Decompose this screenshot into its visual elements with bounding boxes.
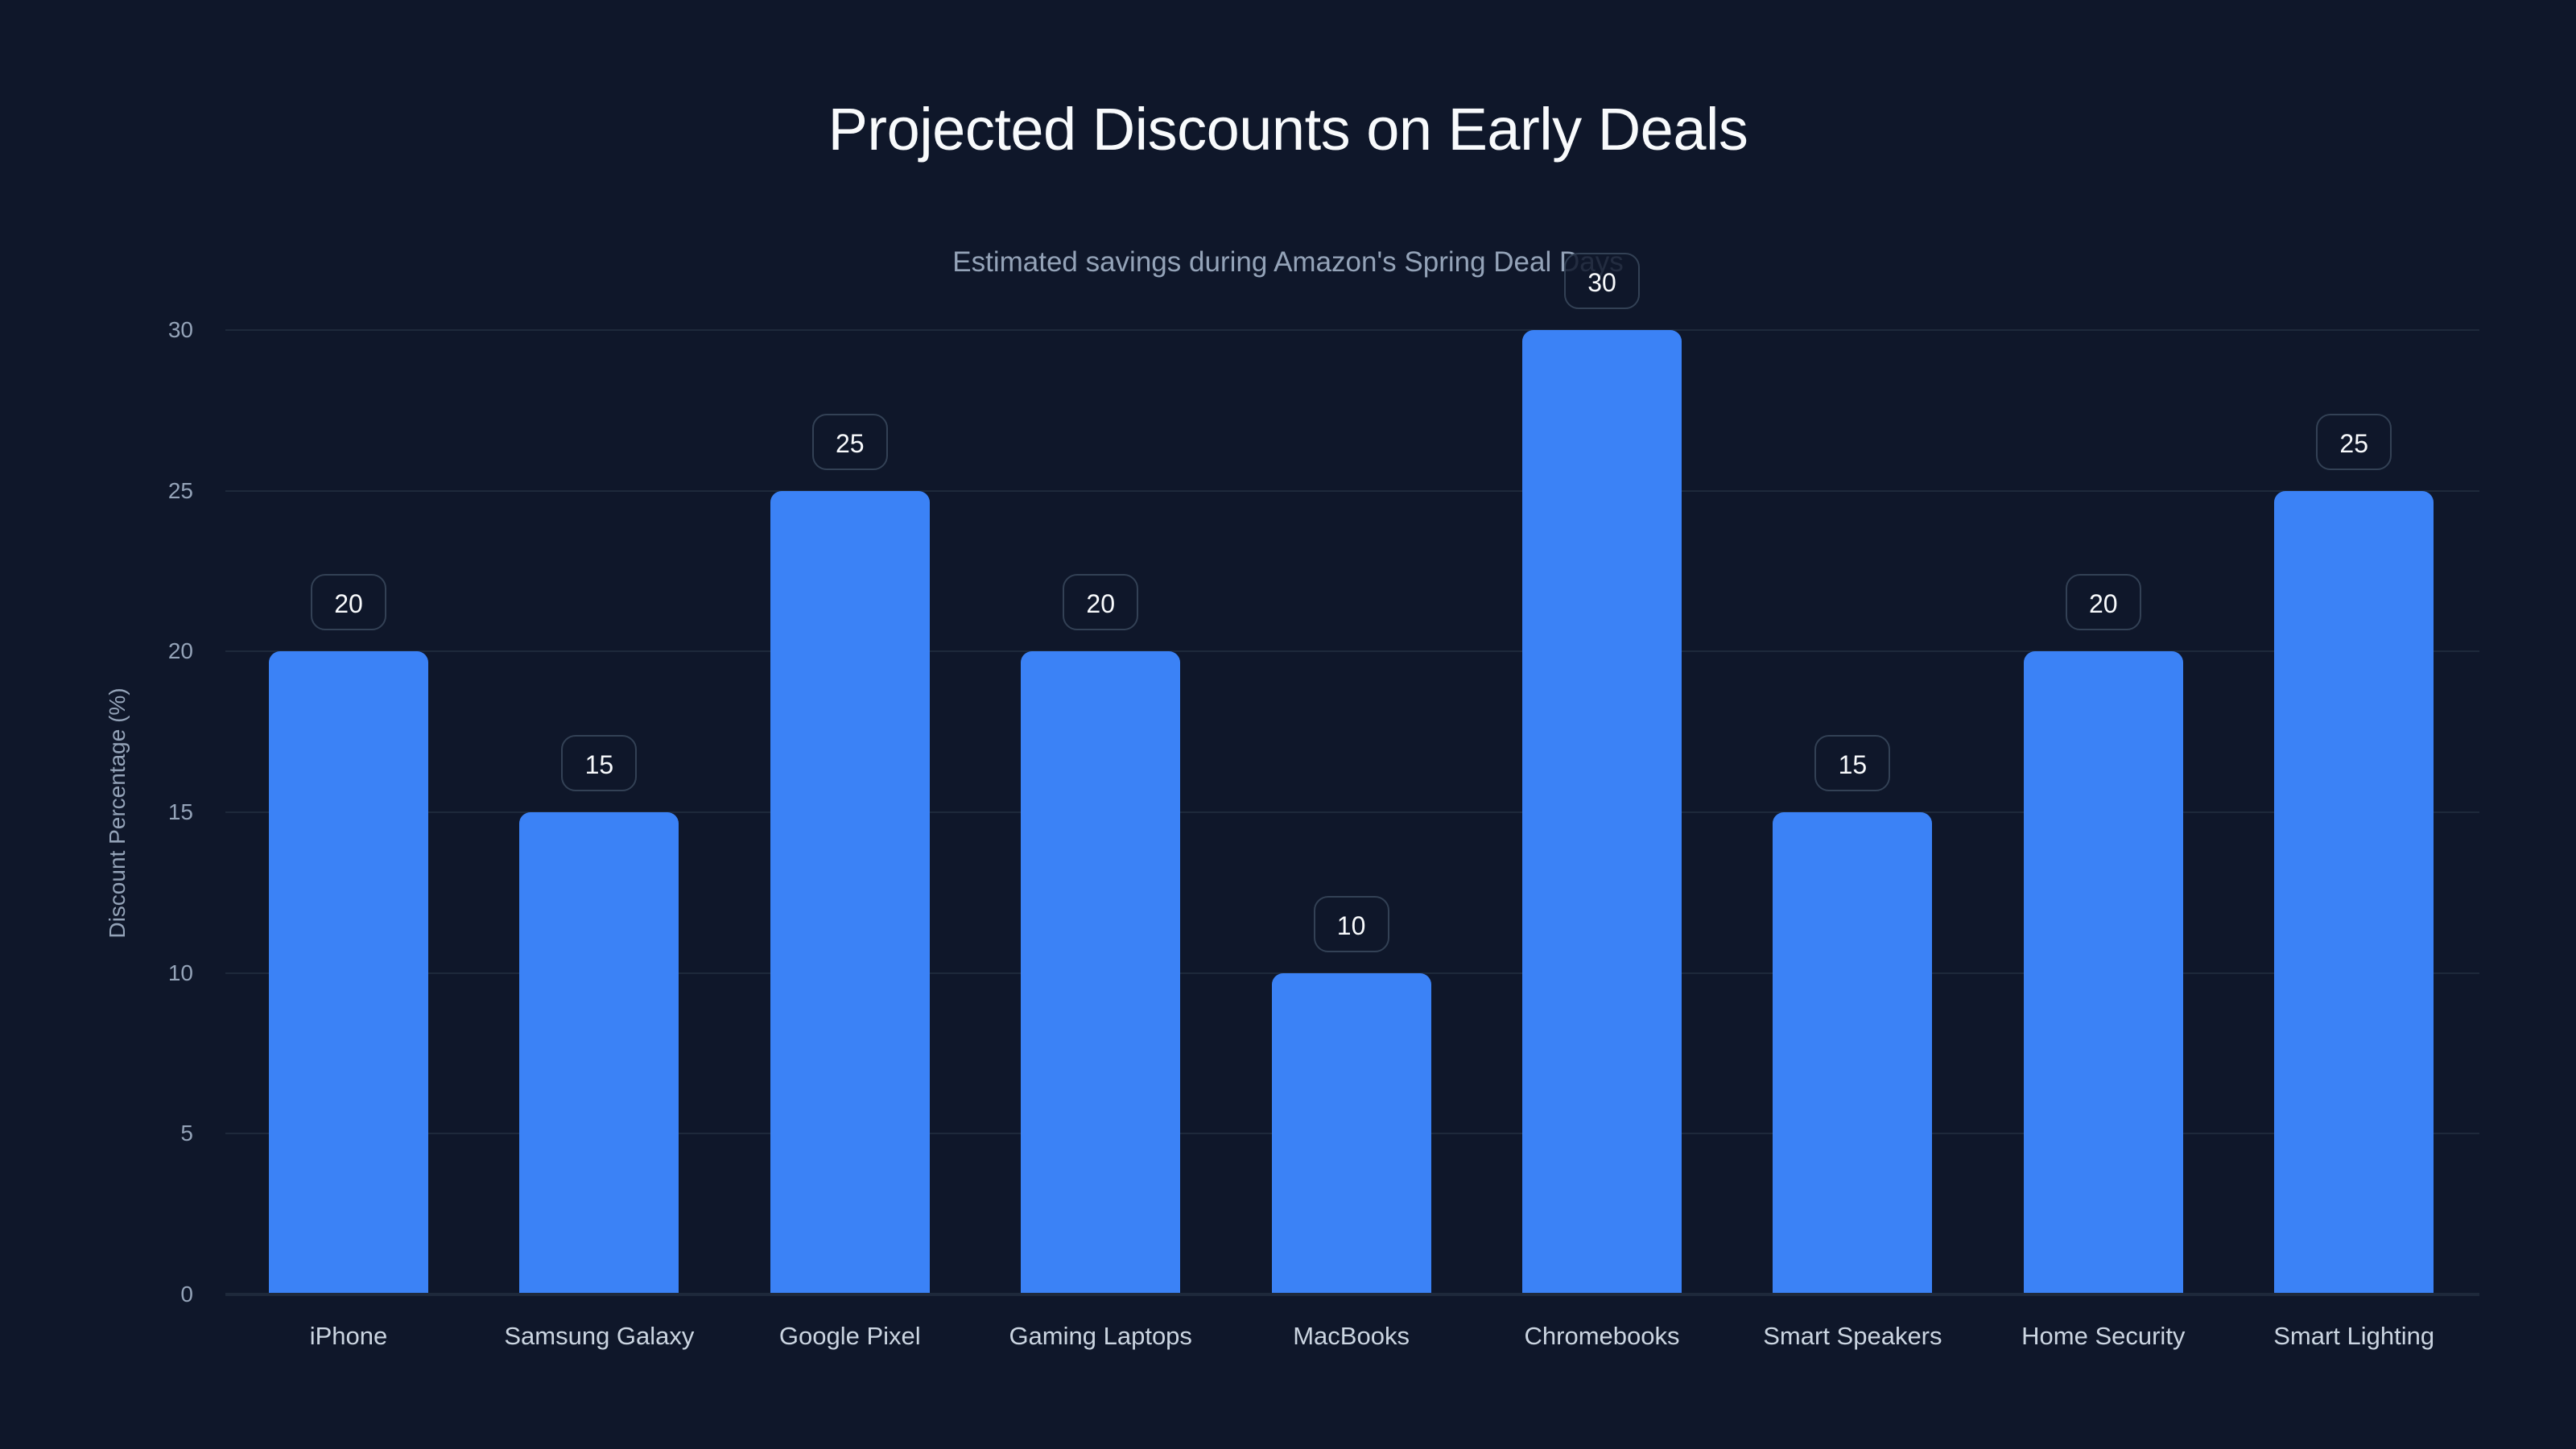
x-tick-label: MacBooks (1293, 1322, 1410, 1350)
x-tick-label: Chromebooks (1524, 1322, 1680, 1350)
gridline (225, 489, 2479, 492)
x-axis-baseline (225, 1293, 2479, 1296)
value-label: 25 (811, 413, 888, 470)
y-tick-label: 10 (167, 960, 193, 985)
x-tick-label: Smart Speakers (1763, 1322, 1942, 1350)
value-label: 20 (311, 574, 386, 631)
bar[interactable] (2023, 651, 2183, 1294)
y-axis-label: Discount Percentage (%) (105, 687, 130, 939)
chart-subtitle: Estimated savings during Amazon's Spring… (952, 246, 1624, 278)
x-tick-label: Home Security (2021, 1322, 2186, 1350)
x-tick-label: Google Pixel (778, 1322, 921, 1350)
value-label: 25 (2316, 413, 2392, 470)
value-label: 15 (1814, 735, 1891, 791)
y-tick-label: 5 (180, 1121, 193, 1146)
bar[interactable] (1773, 812, 1933, 1294)
gridline (225, 972, 2479, 974)
gridline (225, 650, 2479, 653)
value-label: 15 (561, 735, 638, 791)
y-tick-label: 15 (167, 799, 193, 824)
bar[interactable] (1021, 651, 1181, 1294)
value-label: 20 (2065, 574, 2141, 631)
plot-area: 20 15 25 20 10 30 15 20 25 (225, 253, 2479, 1295)
bar[interactable] (269, 651, 428, 1294)
y-tick-label: 20 (167, 638, 193, 664)
gridline (225, 329, 2479, 331)
bar[interactable] (2274, 490, 2434, 1294)
bar[interactable] (770, 490, 930, 1294)
bar[interactable] (519, 812, 679, 1294)
x-tick-label: iPhone (309, 1322, 388, 1350)
value-label: 20 (1063, 574, 1139, 631)
x-tick-label: Samsung Galaxy (504, 1322, 695, 1350)
x-tick-label: Gaming Laptops (1009, 1322, 1192, 1350)
bar[interactable] (1271, 972, 1431, 1294)
x-tick-label: Smart Lighting (2273, 1322, 2435, 1350)
value-label: 30 (1564, 253, 1640, 309)
value-label: 10 (1313, 895, 1389, 952)
chart-title: Projected Discounts on Early Deals (828, 96, 1748, 163)
y-tick-label: 30 (167, 317, 193, 342)
y-tick-label: 25 (167, 477, 193, 503)
bar[interactable] (1522, 330, 1682, 1294)
y-tick-label: 0 (180, 1282, 193, 1307)
gridline (225, 811, 2479, 813)
